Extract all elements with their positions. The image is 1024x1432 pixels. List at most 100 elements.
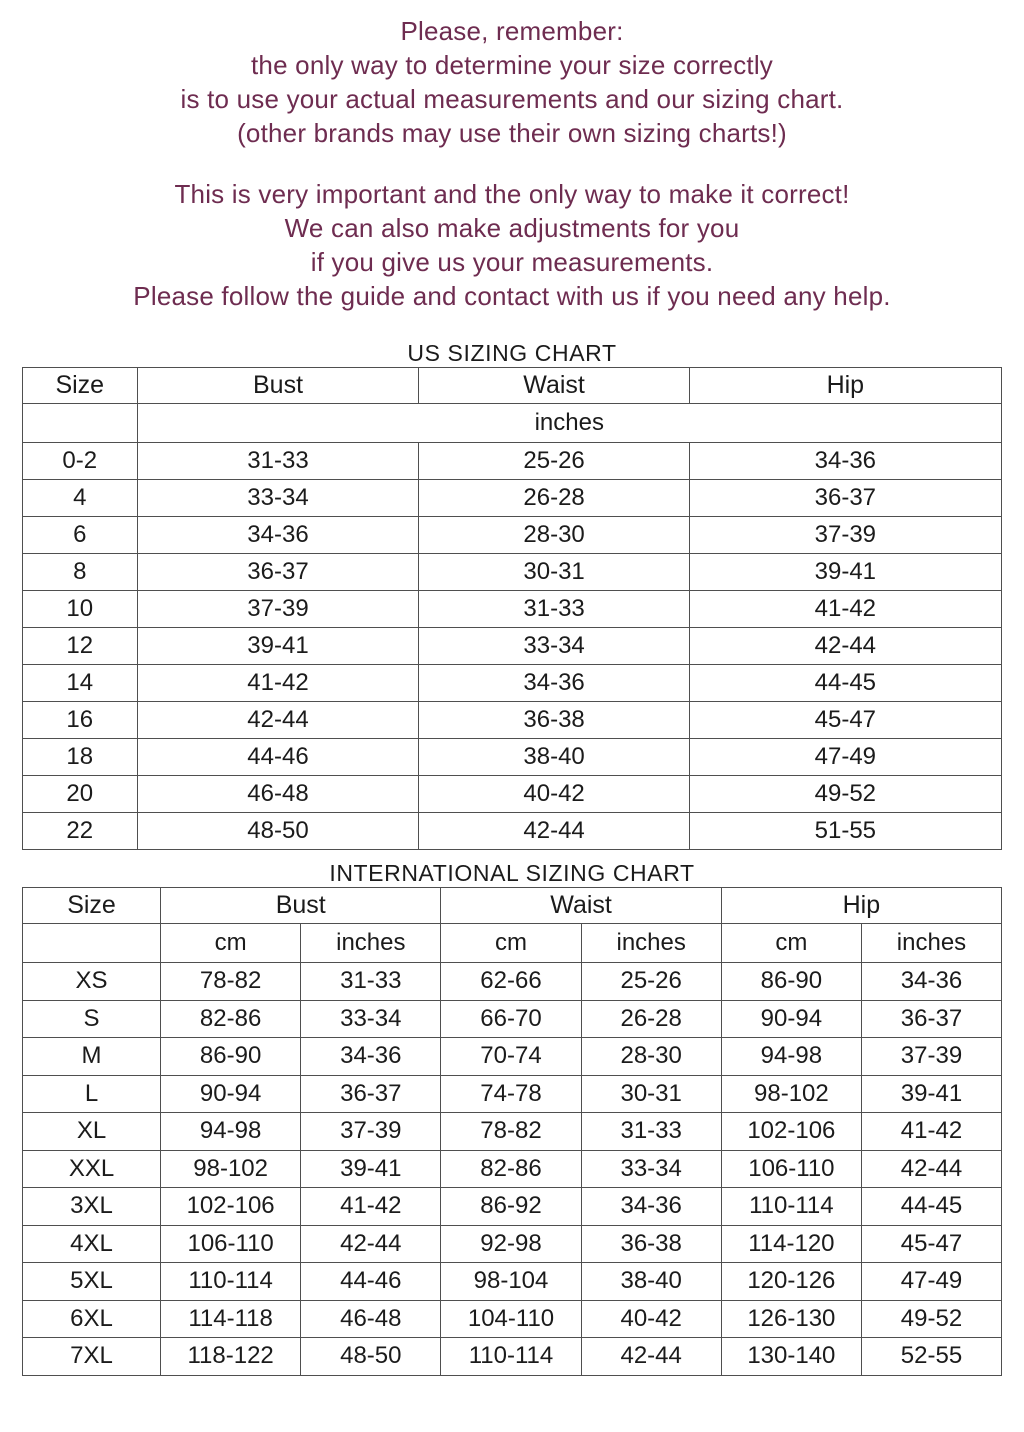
intro-text: Please, remember: the only way to determ… — [0, 14, 1024, 313]
cell-bust-inches: 36-37 — [300, 1074, 442, 1113]
table-row: S 82-86 33-34 66-70 26-28 90-94 36-37 — [21, 999, 1003, 1038]
cell-bust-cm: 118-122 — [160, 1337, 302, 1376]
cell-hip: 45-47 — [688, 701, 1003, 739]
cell-waist-inches: 36-38 — [580, 1224, 722, 1263]
cell-bust-cm: 106-110 — [160, 1224, 302, 1263]
cell-bust: 42-44 — [136, 701, 420, 739]
cell-waist: 26-28 — [418, 479, 690, 517]
intro-line: (other brands may use their own sizing c… — [237, 118, 787, 148]
table-row: 20 46-48 40-42 49-52 — [22, 775, 1003, 813]
intro-line: is to use your actual measurements and o… — [180, 84, 844, 114]
cell-size: M — [21, 1037, 162, 1076]
cell-waist-inches: 38-40 — [580, 1262, 722, 1301]
cell-hip-inches: 49-52 — [860, 1299, 1003, 1338]
cell-waist: 34-36 — [418, 664, 690, 702]
intro-line: Please follow the guide and contact with… — [133, 281, 891, 311]
table-row: XXL 98-102 39-41 82-86 33-34 106-110 42-… — [21, 1149, 1003, 1188]
cell-waist-inches: 33-34 — [580, 1149, 722, 1188]
cell-hip: 34-36 — [688, 442, 1003, 480]
cell-bust-cm: 114-118 — [160, 1299, 302, 1338]
cell-bust: 33-34 — [136, 479, 420, 517]
cell-waist-cm: 74-78 — [440, 1074, 582, 1113]
cell-size: 14 — [22, 664, 138, 702]
intl-subheader-hip-inches: inches — [860, 923, 1003, 963]
table-row: L 90-94 36-37 74-78 30-31 98-102 39-41 — [21, 1074, 1003, 1113]
cell-hip-cm: 106-110 — [720, 1149, 862, 1188]
cell-waist: 42-44 — [418, 812, 690, 850]
intro-line: This is very important and the only way … — [174, 179, 850, 209]
cell-bust-cm: 78-82 — [160, 962, 302, 1001]
cell-hip-inches: 34-36 — [860, 962, 1003, 1001]
cell-waist-cm: 82-86 — [440, 1149, 582, 1188]
cell-hip: 39-41 — [688, 553, 1003, 591]
intl-subheader-waist-inches: inches — [580, 923, 722, 963]
cell-waist: 30-31 — [418, 553, 690, 591]
cell-waist-cm: 92-98 — [440, 1224, 582, 1263]
cell-bust-cm: 110-114 — [160, 1262, 302, 1301]
cell-size: XXL — [21, 1149, 162, 1188]
intl-header-bust: Bust — [160, 887, 442, 924]
table-row: XL 94-98 37-39 78-82 31-33 102-106 41-42 — [21, 1112, 1003, 1151]
cell-size: 10 — [22, 590, 138, 628]
cell-hip: 49-52 — [688, 775, 1003, 813]
us-table-header-row: Size Bust Waist Hip — [22, 367, 1003, 404]
cell-bust: 41-42 — [136, 664, 420, 702]
cell-waist: 40-42 — [418, 775, 690, 813]
cell-bust: 44-46 — [136, 738, 420, 776]
cell-hip: 51-55 — [688, 812, 1003, 850]
table-row: 4 33-34 26-28 36-37 — [22, 479, 1003, 517]
intro-line: if you give us your measurements. — [310, 247, 714, 277]
cell-hip: 36-37 — [688, 479, 1003, 517]
intro-line: the only way to determine your size corr… — [251, 50, 773, 80]
intro-line: We can also make adjustments for you — [284, 213, 740, 243]
cell-size: 6XL — [21, 1299, 162, 1338]
cell-size: 18 — [22, 738, 138, 776]
cell-waist-inches: 42-44 — [580, 1337, 722, 1376]
cell-bust-cm: 102-106 — [160, 1187, 302, 1226]
intl-header-hip: Hip — [720, 887, 1003, 924]
cell-hip-cm: 120-126 — [720, 1262, 862, 1301]
cell-bust-inches: 44-46 — [300, 1262, 442, 1301]
cell-waist-inches: 25-26 — [580, 962, 722, 1001]
cell-waist-inches: 30-31 — [580, 1074, 722, 1113]
table-row: 18 44-46 38-40 47-49 — [22, 738, 1003, 776]
cell-waist: 38-40 — [418, 738, 690, 776]
table-row: M 86-90 34-36 70-74 28-30 94-98 37-39 — [21, 1037, 1003, 1076]
us-chart-title: US SIZING CHART — [407, 340, 617, 366]
cell-bust-inches: 33-34 — [300, 999, 442, 1038]
intl-table-subheader-row: cm inches cm inches cm inches — [21, 923, 1003, 963]
table-row: 22 48-50 42-44 51-55 — [22, 812, 1003, 850]
table-row: XS 78-82 31-33 62-66 25-26 86-90 34-36 — [21, 962, 1003, 1001]
table-row: 12 39-41 33-34 42-44 — [22, 627, 1003, 665]
intl-table-header-row: Size Bust Waist Hip — [21, 887, 1003, 924]
cell-bust: 37-39 — [136, 590, 420, 628]
cell-hip-inches: 39-41 — [860, 1074, 1003, 1113]
cell-bust: 34-36 — [136, 516, 420, 554]
cell-bust-cm: 86-90 — [160, 1037, 302, 1076]
cell-hip-inches: 36-37 — [860, 999, 1003, 1038]
cell-bust-inches: 46-48 — [300, 1299, 442, 1338]
intro-paragraph-2: This is very important and the only way … — [0, 177, 1024, 313]
intl-header-size: Size — [21, 887, 162, 924]
cell-waist: 28-30 — [418, 516, 690, 554]
intro-line: Please, remember: — [400, 16, 624, 46]
cell-bust-cm: 94-98 — [160, 1112, 302, 1151]
cell-waist-cm: 98-104 — [440, 1262, 582, 1301]
cell-bust-cm: 82-86 — [160, 999, 302, 1038]
cell-hip: 41-42 — [688, 590, 1003, 628]
cell-size: 16 — [22, 701, 138, 739]
intl-subheader-waist-cm: cm — [440, 923, 582, 963]
cell-waist-inches: 34-36 — [580, 1187, 722, 1226]
cell-size: S — [21, 999, 162, 1038]
intl-subheader-bust-cm: cm — [160, 923, 302, 963]
cell-waist-cm: 86-92 — [440, 1187, 582, 1226]
table-row: 8 36-37 30-31 39-41 — [22, 553, 1003, 591]
cell-bust: 39-41 — [136, 627, 420, 665]
cell-bust: 31-33 — [136, 442, 420, 480]
intl-subheader-hip-cm: cm — [720, 923, 862, 963]
cell-waist-inches: 28-30 — [580, 1037, 722, 1076]
cell-hip: 42-44 — [688, 627, 1003, 665]
intl-table-body: XS 78-82 31-33 62-66 25-26 86-90 34-36 S… — [21, 962, 1003, 1376]
cell-waist: 33-34 — [418, 627, 690, 665]
cell-waist: 31-33 — [418, 590, 690, 628]
